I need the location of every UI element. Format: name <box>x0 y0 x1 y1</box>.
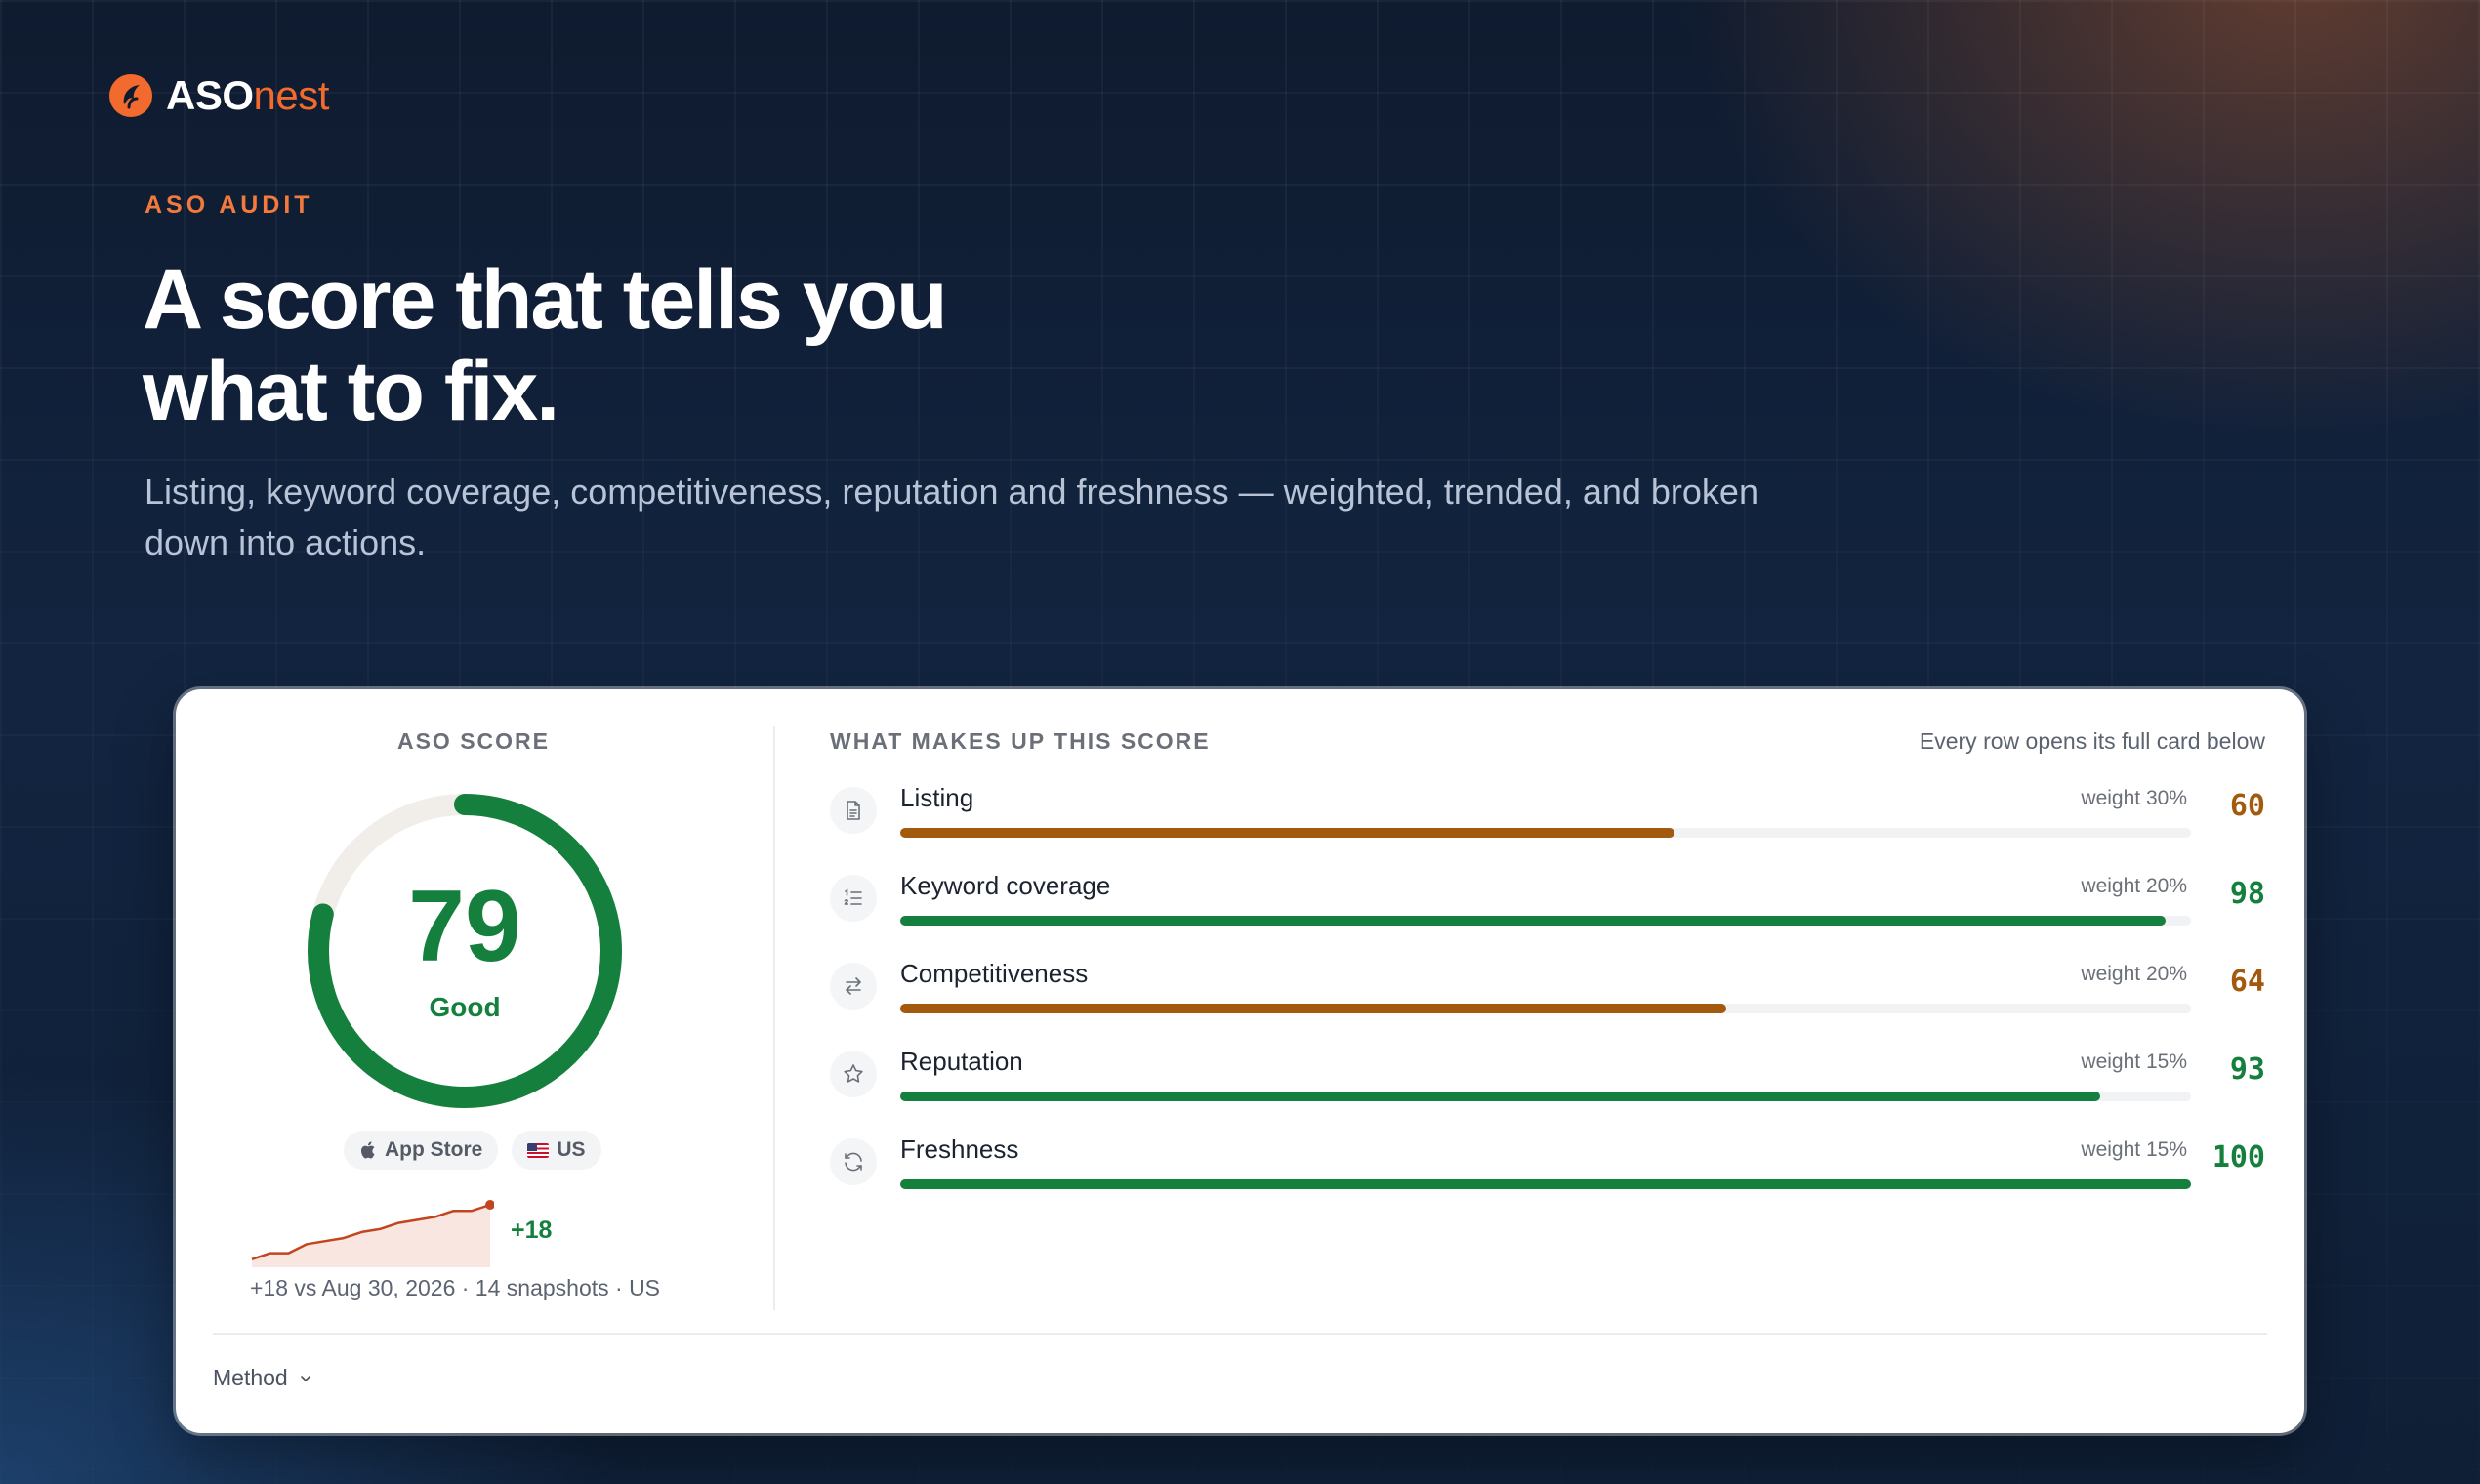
row-weight: weight 30% <box>2081 787 2187 809</box>
store-chip: App Store <box>344 1131 499 1170</box>
card-footer-divider <box>213 1333 2267 1335</box>
score-label: ASO SCORE <box>396 728 551 754</box>
sparkline-line <box>251 1203 491 1260</box>
aso-score-card: ASO SCORE 79 Good App Store US +18 +18 v… <box>176 689 2304 1433</box>
logo-mark-icon <box>109 74 152 117</box>
row-weight: weight 20% <box>2081 963 2187 985</box>
row-score: 93 <box>2229 1052 2265 1087</box>
row-weight: weight 15% <box>2081 1138 2187 1161</box>
row-score: 100 <box>2211 1140 2265 1175</box>
breakdown-title: WHAT MAKES UP THIS SCORE <box>830 728 1211 754</box>
row-name: Competitiveness <box>900 959 1089 988</box>
sparkline-latest-point <box>485 1200 494 1210</box>
sparkline-area <box>252 1205 490 1267</box>
document-icon <box>830 787 877 834</box>
score-context-chips: App Store US <box>344 1131 601 1170</box>
method-toggle[interactable]: Method <box>213 1365 313 1391</box>
breakdown-row-reputation[interactable]: Reputation weight 15% 93 <box>830 1047 2265 1138</box>
row-progress-fill <box>900 828 1675 838</box>
numbered-list-icon <box>830 875 877 922</box>
breakdown-rows: Listing weight 30% 60 Keyword coverage w… <box>830 783 2265 1226</box>
us-flag-icon <box>527 1142 550 1158</box>
score-trend-sparkline <box>251 1200 494 1267</box>
row-name: Freshness <box>900 1134 1019 1164</box>
headline-line-1: A score that tells you <box>143 253 948 347</box>
row-progress-fill <box>900 1004 1727 1013</box>
row-name: Reputation <box>900 1047 1023 1076</box>
row-progress-track <box>900 828 2191 838</box>
row-progress-track <box>900 916 2191 926</box>
breakdown-row-freshness[interactable]: Freshness weight 15% 100 <box>830 1134 2265 1226</box>
brand-logo[interactable]: ASOnest <box>107 72 329 119</box>
row-name: Keyword coverage <box>900 871 1111 900</box>
headline-line-2: what to fix. <box>143 345 559 438</box>
apple-icon <box>360 1141 375 1159</box>
breakdown-row-keyword-coverage[interactable]: Keyword coverage weight 20% 98 <box>830 871 2265 963</box>
breakdown-row-competitiveness[interactable]: Competitiveness weight 20% 64 <box>830 959 2265 1051</box>
breakdown-row-listing[interactable]: Listing weight 30% 60 <box>830 783 2265 875</box>
page-headline: A score that tells you what to fix. <box>143 254 1217 437</box>
method-label: Method <box>213 1365 288 1390</box>
logo-wordmark: ASOnest <box>166 72 329 119</box>
country-chip: US <box>512 1131 601 1170</box>
row-score: 60 <box>2229 789 2265 823</box>
row-progress-track <box>900 1092 2191 1101</box>
row-progress-fill <box>900 1092 2101 1101</box>
star-icon <box>830 1051 877 1097</box>
chevron-down-icon <box>300 1375 310 1381</box>
row-progress-track <box>900 1004 2191 1013</box>
score-gauge: 79 Good <box>301 787 629 1115</box>
score-ring <box>308 794 622 1108</box>
logo-wordmark-secondary: nest <box>253 72 330 118</box>
row-weight: weight 20% <box>2081 875 2187 897</box>
trend-note: +18 vs Aug 30, 2026 · 14 snapshots · US <box>250 1275 661 1300</box>
trend-delta: +18 <box>511 1216 553 1244</box>
store-label: App Store <box>385 1138 483 1161</box>
row-progress-track <box>900 1179 2191 1189</box>
score-value: 79 <box>408 870 521 983</box>
country-label: US <box>557 1138 586 1161</box>
row-weight: weight 15% <box>2081 1051 2187 1073</box>
refresh-icon <box>830 1138 877 1185</box>
row-progress-fill <box>900 1179 2191 1189</box>
row-progress-fill <box>900 916 2166 926</box>
row-score: 98 <box>2229 877 2265 911</box>
page-subhead: Listing, keyword coverage, competitivene… <box>145 472 1758 562</box>
score-panel: ASO SCORE 79 Good App Store US +18 +18 v… <box>176 689 771 1304</box>
swap-arrows-icon <box>830 963 877 1010</box>
score-rating: Good <box>429 992 501 1022</box>
breakdown-note: Every row opens its full card below <box>1919 728 2265 754</box>
column-divider <box>773 726 775 1310</box>
row-name: Listing <box>900 783 974 812</box>
section-eyebrow: ASO AUDIT <box>145 191 313 219</box>
row-score: 64 <box>2229 965 2265 999</box>
logo-wordmark-primary: ASO <box>166 72 254 118</box>
